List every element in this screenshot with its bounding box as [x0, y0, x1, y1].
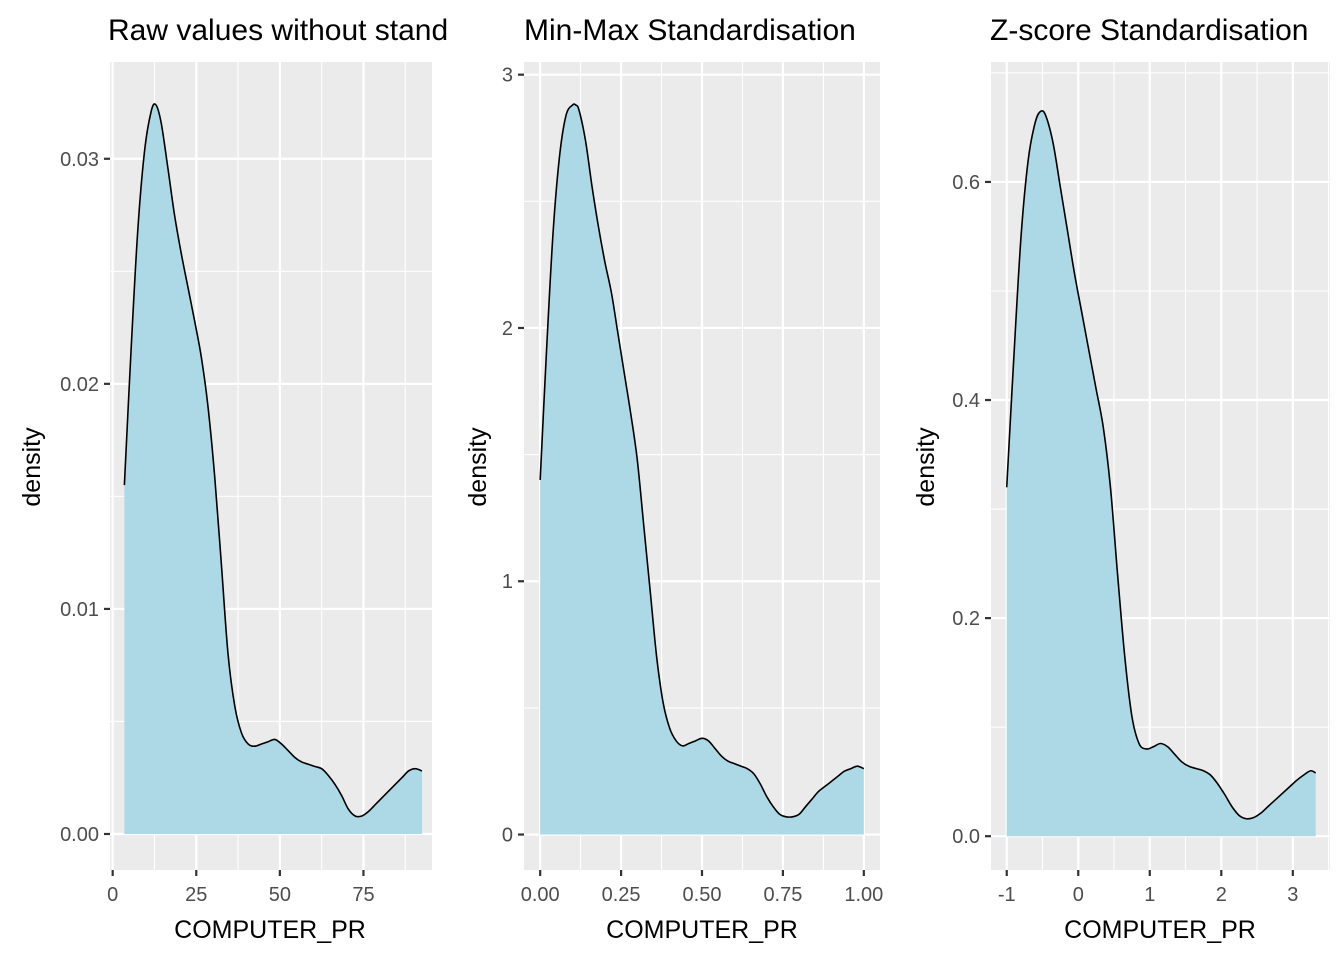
panel-title: Z-score Standardisation	[990, 14, 1309, 47]
x-tick-label: 0.25	[602, 884, 641, 906]
x-axis-title: COMPUTER_PR	[606, 916, 798, 944]
y-axis-title: density	[18, 427, 46, 507]
panel-title: Raw values without standardisation	[108, 14, 578, 47]
y-tick-label: 0.0	[952, 826, 980, 848]
y-tick-label: 0.01	[60, 599, 99, 621]
y-axis-title: density	[912, 427, 940, 507]
y-tick-label: 1	[502, 571, 513, 593]
y-axis-title: density	[464, 427, 492, 507]
panel-raw-values: Raw values without standardisation 0.000…	[18, 14, 578, 944]
x-tick-label: 0.75	[763, 884, 802, 906]
x-tick-label: 0.50	[683, 884, 722, 906]
x-tick-label: 1	[1144, 884, 1155, 906]
plot-area: 0.00 0.01 0.02 0.03 0 25 50 75	[60, 62, 432, 906]
x-tick-label: 0	[1073, 884, 1084, 906]
x-axis-title: COMPUTER_PR	[1064, 916, 1256, 944]
density-line	[539, 103, 865, 818]
x-tick-label: 0.00	[521, 884, 560, 906]
x-tick-label: 2	[1216, 884, 1227, 906]
x-tick-label: 25	[185, 884, 207, 906]
y-tick-label: 0.6	[952, 172, 980, 194]
y-tick-label: 3	[502, 65, 513, 87]
x-tick-label: 0	[107, 884, 118, 906]
y-tick-label: 0.02	[60, 374, 99, 396]
density-line	[123, 103, 423, 818]
y-tick-label: 0.00	[60, 824, 99, 846]
x-tick-label: -1	[998, 884, 1016, 906]
y-tick-label: 0	[502, 825, 513, 847]
x-tick-label: 75	[352, 884, 374, 906]
panel-min-max: Min-Max Standardisation 0 1 2 3 0.00 0.25 0.50…	[464, 14, 883, 944]
x-tick-label: 3	[1287, 884, 1298, 906]
density-line	[1005, 109, 1317, 820]
x-tick-label: 1.00	[844, 884, 883, 906]
density-area	[1006, 110, 1316, 837]
plot-area: 0 1 2 3 0.00 0.25 0.50 0.75 1.00	[502, 62, 883, 906]
y-tick-label: 0.03	[60, 149, 99, 171]
density-area	[124, 103, 422, 834]
density-area	[540, 104, 864, 835]
x-axis-title: COMPUTER_PR	[174, 916, 366, 944]
panel-z-score: Z-score Standardisation 0.0 0.2 0.4 0.6 -1 0 1…	[912, 14, 1330, 944]
y-tick-label: 0.4	[952, 390, 980, 412]
panel-title: Min-Max Standardisation	[524, 14, 856, 47]
y-tick-label: 0.2	[952, 608, 980, 630]
y-tick-label: 2	[502, 318, 513, 340]
x-tick-label: 50	[269, 884, 291, 906]
plot-area: 0.0 0.2 0.4 0.6 -1 0 1 2 3	[952, 62, 1330, 906]
